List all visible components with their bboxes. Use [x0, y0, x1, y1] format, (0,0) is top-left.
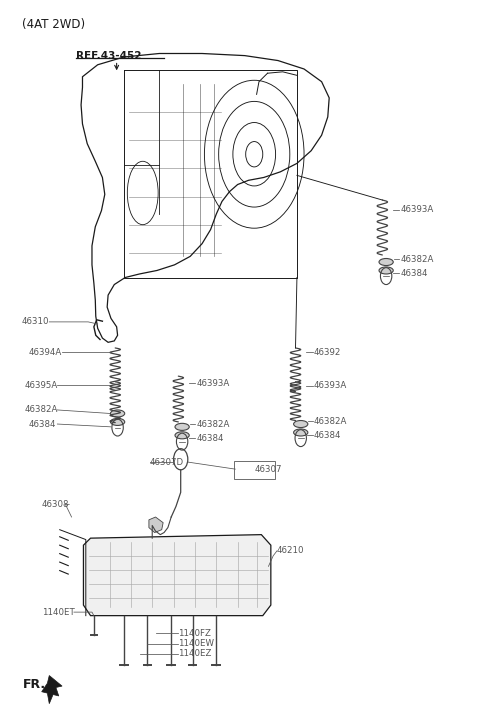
Ellipse shape: [379, 267, 393, 274]
Text: 46210: 46210: [277, 546, 304, 555]
Text: 46384: 46384: [314, 431, 341, 439]
Ellipse shape: [110, 418, 125, 425]
Text: 46392: 46392: [314, 348, 341, 356]
Polygon shape: [149, 517, 163, 532]
Ellipse shape: [379, 258, 393, 266]
Text: 46310: 46310: [22, 317, 49, 327]
Text: 1140FZ: 1140FZ: [179, 629, 211, 638]
Text: 46393A: 46393A: [196, 378, 229, 388]
Text: 1140EW: 1140EW: [179, 639, 215, 648]
Ellipse shape: [294, 420, 308, 427]
Text: 46384: 46384: [196, 434, 224, 442]
Text: 46393A: 46393A: [400, 205, 433, 214]
Text: 46308: 46308: [42, 500, 69, 509]
Text: 46307: 46307: [254, 464, 282, 474]
Text: 46395A: 46395A: [24, 381, 58, 390]
Text: 46393A: 46393A: [314, 381, 347, 391]
Ellipse shape: [110, 410, 125, 417]
Text: 1140ET: 1140ET: [42, 608, 74, 616]
Text: 46382A: 46382A: [24, 405, 58, 415]
Text: 46382A: 46382A: [400, 255, 434, 263]
Text: 46307D: 46307D: [150, 457, 184, 466]
Text: FR.: FR.: [23, 678, 46, 691]
Ellipse shape: [175, 423, 189, 430]
Text: 46382A: 46382A: [314, 417, 348, 426]
Text: (4AT 2WD): (4AT 2WD): [22, 18, 85, 31]
Text: 46384: 46384: [400, 269, 428, 278]
Ellipse shape: [175, 432, 189, 439]
Ellipse shape: [294, 429, 308, 436]
Polygon shape: [84, 535, 271, 616]
Text: 1140EZ: 1140EZ: [179, 649, 212, 658]
Text: 46382A: 46382A: [196, 420, 230, 429]
Text: 46394A: 46394A: [29, 348, 62, 356]
Polygon shape: [42, 675, 62, 704]
Text: 46384: 46384: [29, 420, 56, 429]
Text: REF.43-452: REF.43-452: [76, 50, 142, 60]
